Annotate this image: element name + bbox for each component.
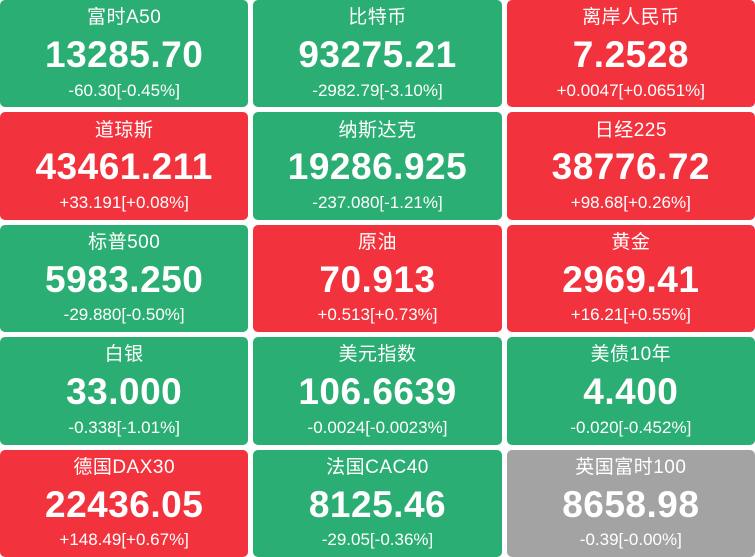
quote-name: 比特币 — [348, 7, 407, 29]
quote-change: -60.30[-0.45%] — [68, 80, 180, 100]
quote-change: +16.21[+0.55%] — [570, 305, 691, 325]
quote-price: 4.400 — [583, 371, 679, 413]
quote-name: 标普500 — [88, 232, 161, 254]
quote-price: 8125.46 — [308, 483, 447, 525]
quote-change: -29.05[-0.36%] — [321, 530, 434, 550]
quote-change: -29.880[-0.50%] — [63, 305, 185, 325]
quote-name: 美元指数 — [338, 344, 417, 366]
quote-change: +33.191[+0.08%] — [59, 193, 189, 213]
quote-tile[interactable]: 比特币 93275.21 -2982.79[-3.10%] — [253, 0, 502, 108]
quote-price: 43461.211 — [35, 146, 213, 188]
quote-change: -2982.79[-3.10%] — [312, 80, 443, 100]
quote-price: 38776.72 — [551, 146, 710, 188]
quote-change: -237.080[-1.21%] — [312, 193, 443, 213]
quote-name: 黄金 — [611, 232, 651, 254]
quote-price: 7.2528 — [572, 34, 689, 76]
quote-price: 93275.21 — [298, 34, 457, 76]
quote-tile[interactable]: 富时A50 13285.70 -60.30[-0.45%] — [0, 0, 249, 108]
quote-change: -0.39[-0.00%] — [579, 530, 682, 550]
quote-name: 日经225 — [594, 119, 667, 141]
quote-tile[interactable]: 英国富时100 8658.98 -0.39[-0.00%] — [506, 449, 755, 557]
quote-price: 70.913 — [319, 258, 436, 300]
quote-tile[interactable]: 道琼斯 43461.211 +33.191[+0.08%] — [0, 112, 249, 220]
quote-name: 美债10年 — [590, 344, 672, 366]
quote-change: +148.49[+0.67%] — [59, 530, 189, 550]
quote-tile[interactable]: 黄金 2969.41 +16.21[+0.55%] — [506, 224, 755, 333]
quote-price: 8658.98 — [562, 483, 700, 525]
quote-name: 白银 — [104, 344, 144, 366]
quote-price: 106.6639 — [298, 371, 457, 413]
quote-change: -0.338[-1.01%] — [68, 417, 180, 437]
quote-change: -0.0024[-0.0023%] — [307, 417, 448, 437]
quote-tile[interactable]: 德国DAX30 22436.05 +148.49[+0.67%] — [0, 449, 249, 557]
quote-tile[interactable]: 日经225 38776.72 +98.68[+0.26%] — [506, 112, 755, 220]
quote-tile[interactable]: 美债10年 4.400 -0.020[-0.452%] — [506, 337, 755, 445]
quote-name: 纳斯达克 — [338, 119, 417, 141]
quote-name: 英国富时100 — [575, 456, 687, 478]
quote-price: 19286.925 — [287, 146, 468, 188]
quote-change: +98.68[+0.26%] — [570, 193, 691, 213]
quote-name: 离岸人民币 — [582, 7, 680, 29]
quote-tile[interactable]: 标普500 5983.250 -29.880[-0.50%] — [0, 224, 249, 333]
quote-change: -0.020[-0.452%] — [570, 417, 692, 437]
quote-name: 法国CAC40 — [326, 456, 429, 478]
quote-tile[interactable]: 美元指数 106.6639 -0.0024[-0.0023%] — [253, 337, 502, 445]
quote-tile[interactable]: 白银 33.000 -0.338[-1.01%] — [0, 337, 249, 445]
quote-name: 原油 — [357, 232, 397, 254]
quote-price: 33.000 — [66, 371, 183, 413]
quote-price: 13285.70 — [45, 34, 204, 76]
quote-tile[interactable]: 纳斯达克 19286.925 -237.080[-1.21%] — [253, 112, 502, 220]
quote-name: 道琼斯 — [94, 119, 154, 141]
quote-price: 22436.05 — [45, 483, 204, 525]
quote-price: 2969.41 — [562, 258, 700, 300]
quote-change: +0.513[+0.73%] — [317, 305, 438, 325]
quote-name: 富时A50 — [87, 7, 162, 29]
quote-tile[interactable]: 法国CAC40 8125.46 -29.05[-0.36%] — [253, 449, 502, 557]
quote-change: +0.0047[+0.0651%] — [556, 80, 706, 100]
quote-tile[interactable]: 原油 70.913 +0.513[+0.73%] — [253, 224, 502, 333]
quote-name: 德国DAX30 — [73, 456, 176, 478]
quote-tile[interactable]: 离岸人民币 7.2528 +0.0047[+0.0651%] — [506, 0, 755, 108]
quote-price: 5983.250 — [45, 258, 204, 300]
